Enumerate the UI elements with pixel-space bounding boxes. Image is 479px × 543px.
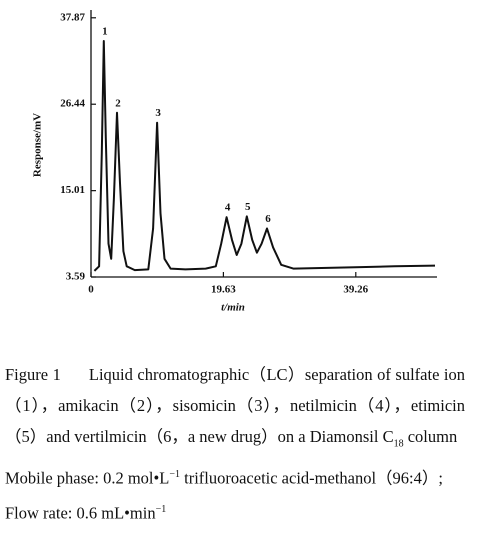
- y-axis-label: Response/mV: [32, 113, 44, 177]
- peak-label: 5: [245, 201, 251, 213]
- peak-label: 2: [115, 97, 121, 109]
- x-tick-label: 39.26: [343, 284, 368, 296]
- peak-label: 4: [225, 202, 231, 214]
- y-tick-label: 37.87: [60, 11, 85, 23]
- peak-label: 6: [265, 213, 271, 225]
- mobile-phase: Mobile phase: 0.2 mol•L: [5, 468, 170, 488]
- peak-label: 3: [155, 107, 161, 119]
- caption-conditions: Mobile phase: 0.2 mol•L−1 trifluoroaceti…: [5, 459, 465, 528]
- figure-caption: Figure 1 Liquid chromatographic（LC）separa…: [5, 359, 465, 528]
- caption-subscript: 18: [393, 438, 404, 450]
- y-tick-label: 3.59: [66, 271, 86, 283]
- chart: Response/mV t/min 3.59 15.01 26.44 37.87 0 19…: [32, 10, 437, 314]
- y-tick-label: 15.01: [60, 184, 85, 196]
- peak-label: 1: [102, 26, 108, 38]
- caption-text-end: column: [403, 427, 458, 446]
- mobile-phase-end: trifluoroacetic acid-methanol（96:4）; Flo…: [5, 468, 443, 523]
- caption-label: Figure 1: [5, 365, 61, 384]
- chromatogram-line: [93, 40, 436, 272]
- x-tick-label: 0: [88, 284, 94, 296]
- caption-paragraph: Figure 1 Liquid chromatographic（LC）separa…: [5, 359, 465, 459]
- caption-text: Liquid chromatographic（LC）separation of …: [5, 365, 465, 446]
- x-tick-label: 19.63: [211, 284, 236, 296]
- y-tick-label: 26.44: [60, 98, 85, 110]
- flow-sup: −1: [155, 503, 167, 515]
- x-axis-label: t/min: [221, 302, 245, 314]
- mobile-phase-sup: −1: [169, 469, 180, 481]
